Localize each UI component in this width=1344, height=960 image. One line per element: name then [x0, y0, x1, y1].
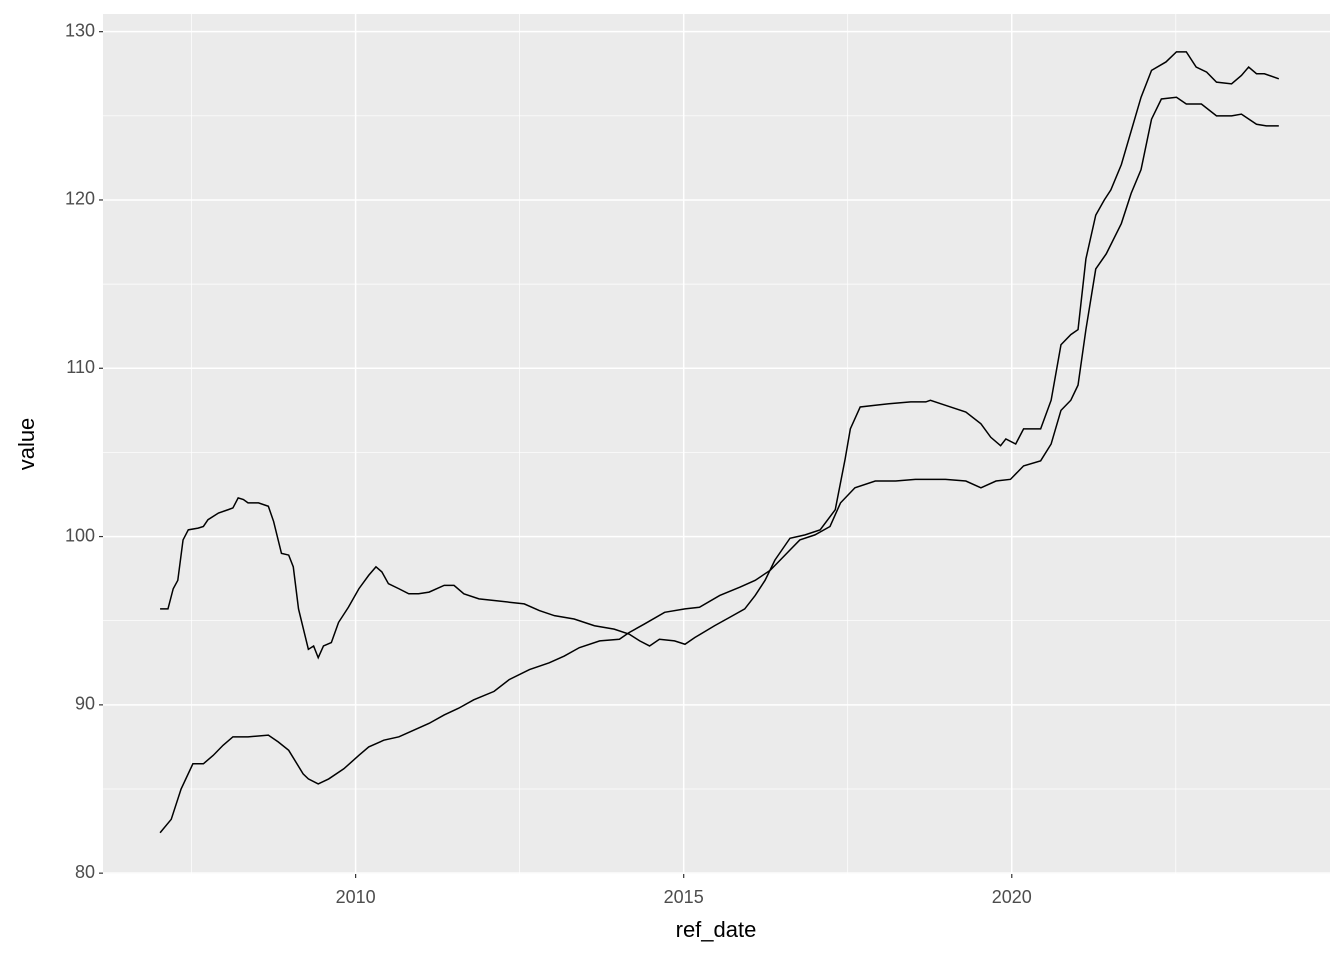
plot-panel: [103, 14, 1330, 874]
y-tick-label: 120: [65, 189, 95, 209]
line-series: [159, 96, 1279, 834]
y-tick-label: 90: [75, 694, 95, 714]
y-axis-title: value: [14, 418, 39, 471]
line-series: [160, 51, 1280, 660]
y-tick-label: 110: [66, 357, 95, 377]
x-tick-label: 2015: [664, 887, 704, 907]
y-tick-label: 130: [65, 20, 95, 40]
x-tick-label: 2020: [992, 887, 1032, 907]
x-axis-title: ref_date: [676, 917, 757, 942]
x-tick-label: 2010: [336, 887, 376, 907]
y-tick-label: 80: [75, 862, 95, 882]
y-tick-label: 100: [65, 525, 95, 545]
